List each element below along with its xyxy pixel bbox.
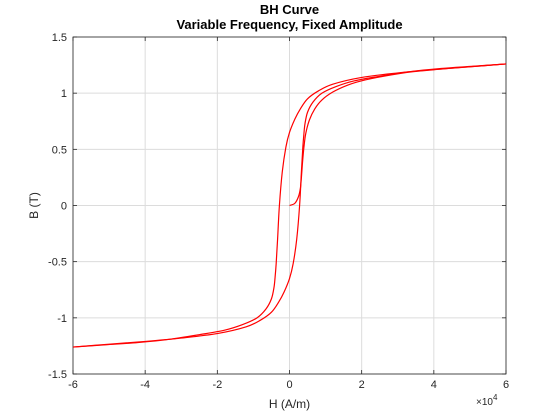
x-tick-label: 0 [286,379,292,391]
chart-subtitle: Variable Frequency, Fixed Amplitude [176,17,402,32]
bh-curve-segment-2 [72,63,507,348]
y-tick-label: 0.5 [52,144,67,156]
x-exponent-base: ×10 [476,397,493,408]
y-tick-labels: -1.5 -1 -0.5 0 0.5 1 1.5 [48,32,67,381]
x-axis-exponent: ×104 [476,393,498,408]
x-tick-label: -6 [68,379,78,391]
y-tick-label: -1.5 [48,369,67,381]
x-tick-label: 2 [359,379,365,391]
y-tick-label: 1.5 [52,32,67,44]
x-tick-label: -2 [212,379,222,391]
chart-title: BH Curve [260,2,319,17]
curve-layer [72,63,507,348]
x-tick-labels: -6 -4 -2 0 2 4 6 [68,379,509,391]
tick-marks [72,36,507,375]
x-tick-label: 4 [431,379,437,391]
y-tick-label: -0.5 [48,257,67,269]
y-tick-label: 0 [61,201,67,213]
bh-curve-segment-3 [72,63,507,348]
x-tick-label: -4 [140,379,150,391]
x-axis-label: H (A/m) [269,397,310,411]
y-axis-label: B (T) [27,192,41,219]
bh-curve-segment-1 [289,63,507,207]
x-exponent-power: 4 [493,393,498,402]
y-tick-label: -1 [57,313,67,325]
y-tick-label: 1 [61,88,67,100]
x-tick-label: 6 [503,379,509,391]
